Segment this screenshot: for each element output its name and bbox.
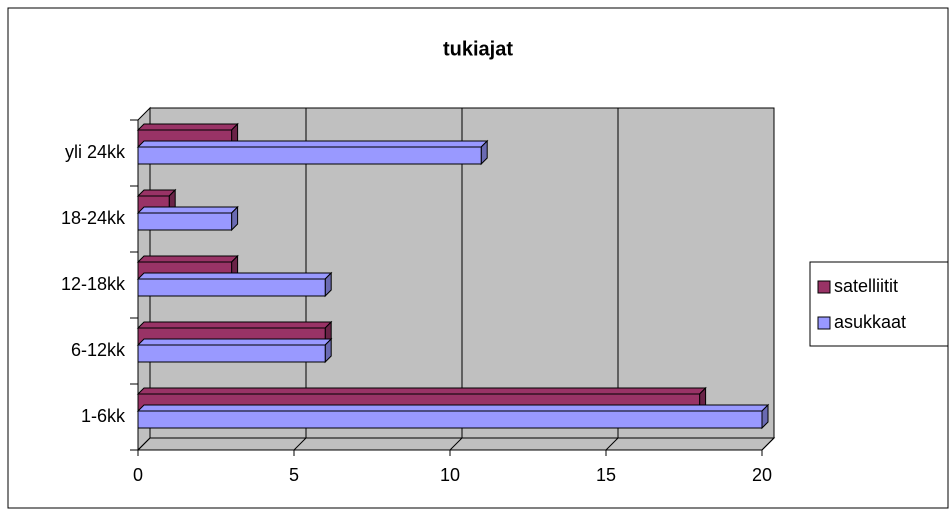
x-tick-label: 5	[289, 465, 299, 485]
bar	[136, 403, 770, 430]
grid-line	[605, 437, 619, 451]
bar-top	[136, 321, 333, 329]
bar-top	[136, 404, 770, 412]
grid-line	[449, 437, 463, 451]
bar-top	[136, 123, 239, 131]
grid-line	[137, 437, 151, 451]
legend-swatch	[817, 280, 831, 294]
bar-side-shade	[481, 141, 488, 164]
bar-front	[137, 212, 233, 231]
bar-side-shade	[762, 405, 768, 428]
chart-title: tukiajat	[443, 38, 513, 60]
bar-top	[136, 255, 239, 263]
x-tick-label: 10	[440, 465, 460, 485]
legend-label: satelliitit	[834, 276, 898, 296]
bar-top	[136, 140, 489, 148]
bar-top	[136, 272, 333, 280]
bar-top	[136, 338, 333, 346]
y-tick-label: 6-12kk	[71, 340, 126, 360]
bar-top	[136, 206, 239, 214]
y-tick-label: 12-18kk	[61, 274, 126, 294]
bar-front	[137, 278, 326, 297]
bar	[136, 271, 333, 298]
grid-line	[293, 437, 307, 451]
y-tick-label: 18-24kk	[61, 208, 126, 228]
grid-line	[761, 437, 775, 451]
legend-box	[809, 261, 949, 347]
bar-front	[137, 344, 326, 363]
bar-front	[137, 146, 482, 165]
legend-swatch	[817, 316, 831, 330]
legend-label: asukkaat	[834, 312, 906, 332]
bar	[136, 205, 239, 232]
bar-front	[137, 410, 763, 429]
bar	[136, 337, 333, 364]
y-tick-label: 1-6kk	[81, 406, 126, 426]
x-tick-label: 15	[596, 465, 616, 485]
bar-top	[136, 387, 707, 395]
bar-side-shade	[231, 207, 238, 230]
bar-side-shade	[325, 273, 332, 296]
x-tick-label: 0	[133, 465, 143, 485]
bar-side-shade	[325, 339, 332, 362]
x-tick-label: 20	[752, 465, 772, 485]
bar	[136, 139, 489, 166]
y-tick-label: yli 24kk	[65, 142, 126, 162]
